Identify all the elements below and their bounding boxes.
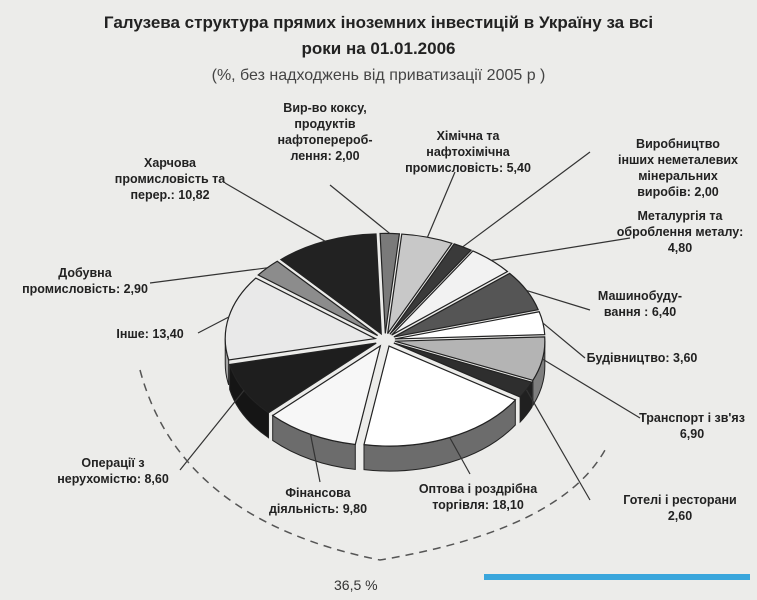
slice-label: Фінансова діяльність: 9,80 xyxy=(269,486,367,516)
slice-label-line: перер.: 10,82 xyxy=(130,188,209,202)
slice-label-line: нафтоперероб- xyxy=(277,133,372,147)
slice-label-line: лення: 2,00 xyxy=(290,149,359,163)
slice-label-line: вання : 6,40 xyxy=(604,305,676,319)
decorative-stripe xyxy=(484,574,750,580)
slice-label-line: 4,80 xyxy=(668,241,692,255)
slice-label-line: промисловість та xyxy=(115,172,226,186)
slice-label-line: нерухомістю: 8,60 xyxy=(57,472,169,486)
slice-label-line: Оптова і роздрібна xyxy=(419,482,538,496)
slice-label: Добувна промисловість: 2,90 xyxy=(22,266,148,296)
pie-slice xyxy=(257,260,378,337)
slice-labels: Вир-во коксу, продуктів нафтоперероб-лення… xyxy=(22,101,745,523)
leader-line xyxy=(526,289,591,311)
slice-label: Машинобуду-вання : 6,40 xyxy=(598,289,682,319)
slice-label-line: Операції з xyxy=(81,456,144,470)
leader-line xyxy=(329,184,391,234)
slice-label-line: Фінансова xyxy=(285,486,351,500)
slice-label: Виробництво інших неметалевих мінеральних в… xyxy=(618,137,738,199)
slice-label: Будівництво: 3,60 xyxy=(587,351,698,365)
leader-line xyxy=(491,237,631,261)
leader-line xyxy=(309,434,321,483)
leader-line xyxy=(542,358,641,419)
chart-subtitle: (%, без надходжень від приватизації 2005… xyxy=(211,67,546,84)
slice-label-line: 6,90 xyxy=(680,427,704,441)
leader-line xyxy=(224,182,326,242)
slice-label-line: Харчова xyxy=(144,156,197,170)
slice-label-line: Інше: 13,40 xyxy=(116,327,183,341)
slice-label-line: інших неметалевих xyxy=(618,153,738,167)
slice-label-line: Хімічна та xyxy=(437,129,501,143)
leader-lines xyxy=(149,151,641,501)
leader-line xyxy=(449,437,471,475)
group-percent-annotation: 36,5 % xyxy=(334,577,378,593)
pie-slice xyxy=(393,272,540,338)
slice-label: Вир-во коксу, продуктів нафтоперероб-лення… xyxy=(277,101,372,163)
leader-line xyxy=(426,171,456,238)
pie-slices xyxy=(224,232,546,447)
leader-line xyxy=(149,267,268,284)
slice-label: Транспорт і зв'яз 6,90 xyxy=(639,411,745,441)
slice-label-line: Добувна xyxy=(58,266,112,280)
slice-label-line: Готелі і ресторани xyxy=(623,493,736,507)
slice-label: Інше: 13,40 xyxy=(116,327,183,341)
slice-label-line: торгівля: 18,10 xyxy=(432,498,524,512)
pie-slice xyxy=(394,311,546,340)
pie-slice xyxy=(394,336,546,382)
slice-label-line: Будівництво: 3,60 xyxy=(587,351,698,365)
slice-label-line: промисловість: 2,90 xyxy=(22,282,148,296)
slice-label: Харчова промисловість та перер.: 10,82 xyxy=(115,156,226,202)
slice-label-line: промисловість: 5,40 xyxy=(405,161,531,175)
leader-line xyxy=(197,316,230,334)
slice-label: Оптова і роздрібна торгівля: 18,10 xyxy=(419,482,538,512)
leader-line xyxy=(542,322,586,359)
pie-slice xyxy=(279,233,382,336)
slice-label: Хімічна та нафтохімічна промисловість: 5,4… xyxy=(405,129,531,175)
pie-slice xyxy=(224,277,378,361)
chart-title-line-1: Галузева структура прямих іноземних інве… xyxy=(103,13,654,32)
slice-label: Готелі і ресторани 2,60 xyxy=(623,493,736,523)
slice-label-line: Вир-во коксу, xyxy=(283,101,366,115)
group-bracket xyxy=(139,369,606,561)
slice-label-line: оброблення металу: xyxy=(617,225,743,239)
slice-label-line: Виробництво xyxy=(636,137,720,151)
slice-label-line: 2,60 xyxy=(668,509,692,523)
slice-label-line: діяльність: 9,80 xyxy=(269,502,367,516)
slice-label-line: мінеральних xyxy=(638,169,718,183)
leader-line xyxy=(462,151,591,248)
slice-label-line: продуктів xyxy=(294,117,356,131)
slice-label-line: Машинобуду- xyxy=(598,289,682,303)
leader-line xyxy=(525,389,591,501)
slice-label-line: Транспорт і зв'яз xyxy=(639,411,745,425)
chart-title-line-2: роки на 01.01.2006 xyxy=(301,39,456,58)
pie-slice xyxy=(391,250,509,336)
pie-slice xyxy=(228,342,377,414)
slice-label-line: виробів: 2,00 xyxy=(637,185,719,199)
slice-label-line: нафтохімічна xyxy=(426,145,511,159)
pie-slice xyxy=(393,342,533,398)
slice-label: Операції з нерухомістю: 8,60 xyxy=(57,456,169,486)
pie-slice xyxy=(363,345,517,447)
slice-label: Металургія та оброблення металу: 4,80 xyxy=(617,209,743,255)
leader-line xyxy=(179,390,245,471)
slice-label-line: Металургія та xyxy=(638,209,724,223)
